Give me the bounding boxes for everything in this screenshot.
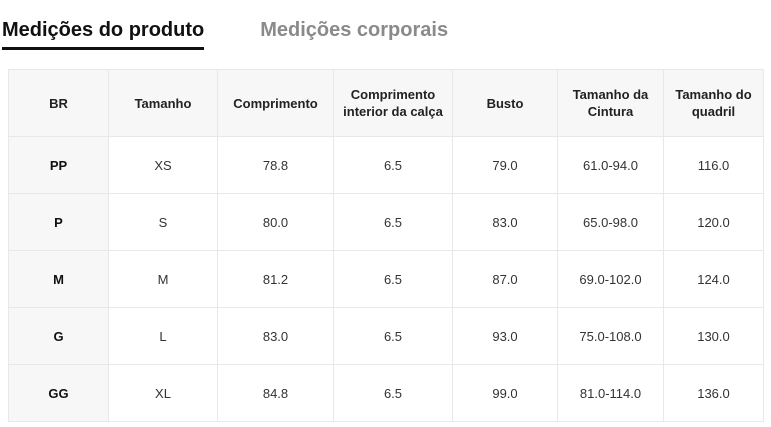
table-cell: 81.2 xyxy=(217,250,334,308)
table-cell: 120.0 xyxy=(663,193,764,251)
table-cell: 6.5 xyxy=(333,250,453,308)
table-cell: 6.5 xyxy=(333,307,453,365)
size-chart-table: BR Tamanho Comprimento Comprimento interior… xyxy=(8,69,764,422)
table-row: G L 83.0 6.5 93.0 75.0-108.0 130.0 xyxy=(8,307,764,365)
table-cell: 83.0 xyxy=(452,193,558,251)
column-header: Busto xyxy=(452,69,558,137)
table-row: M M 81.2 6.5 87.0 69.0-102.0 124.0 xyxy=(8,250,764,308)
table-cell: XL xyxy=(108,364,218,422)
table-cell: 87.0 xyxy=(452,250,558,308)
tab-product-measurements[interactable]: Medições do produto xyxy=(2,18,205,50)
row-header-cell: M xyxy=(8,250,109,308)
column-header: Tamanho xyxy=(108,69,218,137)
table-cell: 65.0-98.0 xyxy=(557,193,664,251)
column-header: BR xyxy=(8,69,109,137)
table-cell: 6.5 xyxy=(333,136,453,194)
column-header: Tamanho do quadril xyxy=(663,69,764,137)
table-cell: XS xyxy=(108,136,218,194)
table-cell: M xyxy=(108,250,218,308)
table-cell: 116.0 xyxy=(663,136,764,194)
table-cell: 93.0 xyxy=(452,307,558,365)
column-header: Comprimento xyxy=(217,69,334,137)
table-cell: 130.0 xyxy=(663,307,764,365)
table-cell: 6.5 xyxy=(333,193,453,251)
table-cell: 136.0 xyxy=(663,364,764,422)
table-cell: L xyxy=(108,307,218,365)
table-cell: 83.0 xyxy=(217,307,334,365)
row-header-cell: GG xyxy=(8,364,109,422)
table-cell: 75.0-108.0 xyxy=(557,307,664,365)
column-header: Tamanho da Cintura xyxy=(557,69,664,137)
table-row: PP XS 78.8 6.5 79.0 61.0-94.0 116.0 xyxy=(8,136,764,194)
table-cell: 99.0 xyxy=(452,364,558,422)
table-cell: 84.8 xyxy=(217,364,334,422)
table-row: P S 80.0 6.5 83.0 65.0-98.0 120.0 xyxy=(8,193,764,251)
table-row: GG XL 84.8 6.5 99.0 81.0-114.0 136.0 xyxy=(8,364,764,422)
row-header-cell: G xyxy=(8,307,109,365)
table-cell: 80.0 xyxy=(217,193,334,251)
table-cell: 79.0 xyxy=(452,136,558,194)
tab-bar: Medições do produto Medições corporais xyxy=(0,0,771,50)
table-cell: 6.5 xyxy=(333,364,453,422)
tab-body-measurements[interactable]: Medições corporais xyxy=(260,19,449,41)
row-header-cell: P xyxy=(8,193,109,251)
table-cell: 124.0 xyxy=(663,250,764,308)
column-header: Comprimento interior da calça xyxy=(333,69,453,137)
table-cell: 78.8 xyxy=(217,136,334,194)
row-header-cell: PP xyxy=(8,136,109,194)
table-header-row: BR Tamanho Comprimento Comprimento interior… xyxy=(8,69,764,137)
table-cell: 61.0-94.0 xyxy=(557,136,664,194)
table-cell: 81.0-114.0 xyxy=(557,364,664,422)
table-cell: 69.0-102.0 xyxy=(557,250,664,308)
table-cell: S xyxy=(108,193,218,251)
